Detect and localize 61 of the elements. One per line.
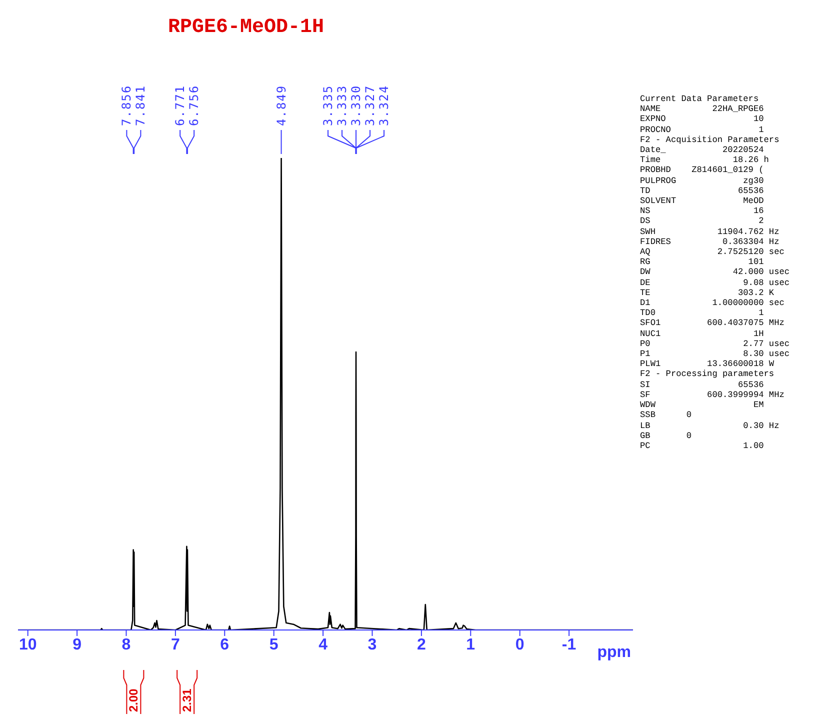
text: PROBHD Z814601_0129 (	[640, 165, 765, 176]
x-tick-label: 2	[416, 636, 426, 654]
text: P0 2.77 usec	[640, 338, 790, 350]
annotation: 6.771	[173, 84, 188, 126]
text: FIDRES 0.363304 Hz	[640, 236, 780, 248]
text: PULPROG zg30	[640, 176, 765, 186]
x-tick-label: 4	[318, 636, 328, 654]
text: DW 42.000 usec	[640, 267, 790, 278]
x-tick-label: 9	[72, 636, 82, 654]
x-tick-label: 5	[269, 636, 278, 654]
text: RG 101	[640, 257, 765, 268]
text: SSB 0	[640, 410, 693, 420]
annotation: 7.841	[134, 84, 148, 126]
x-tick-label: 6	[220, 636, 230, 654]
text: WDW EM	[640, 400, 765, 410]
text: TD0 1	[640, 308, 765, 318]
text: PROCNO 1	[640, 124, 765, 135]
annotation: 3.327	[363, 84, 378, 126]
text: D1 1.00000000 sec	[640, 298, 786, 308]
text: 2.00	[126, 688, 141, 712]
annotation: 7.856	[120, 84, 134, 126]
text: NS 16	[640, 206, 765, 216]
text: TE 303.2 K	[640, 288, 776, 298]
x-axis-title: ppm	[597, 644, 631, 661]
text: SI 65536	[640, 380, 765, 390]
x-tick-label: 7	[170, 636, 180, 654]
text: SOLVENT MeOD	[640, 196, 765, 206]
annotation: 3.330	[349, 84, 364, 126]
text: AQ 2.7525120 sec	[640, 247, 786, 258]
x-tick-label: 0	[515, 636, 524, 654]
annotation: 3.335	[321, 84, 336, 126]
x-tick-label: 8	[122, 636, 131, 654]
x-tick-label: 1	[466, 636, 476, 654]
annotation: 3.333	[335, 84, 350, 126]
annotation: 3.324	[377, 84, 392, 126]
x-tick-label: 10	[18, 636, 37, 654]
text: NAME 22HA_RPGE6	[640, 104, 765, 114]
text: P1 8.30 usec	[640, 349, 790, 360]
text: SF 600.3999994 MHz	[640, 390, 786, 400]
text: SFO1 600.4037075 MHz	[640, 318, 786, 329]
text: EXPNO 10	[640, 114, 765, 125]
text: DS 2	[640, 216, 765, 227]
text: DE 9.08 usec	[640, 278, 790, 288]
text: Date_ 20220524	[640, 145, 765, 156]
text: Time 18.26 h	[640, 155, 770, 166]
text: F2 - Processing parameters	[640, 369, 776, 380]
text: F2 - Acquisition Parameters	[640, 134, 780, 146]
text: TD 65536	[640, 186, 765, 196]
annotation: 6.756	[187, 84, 202, 126]
annotation: 4.849	[274, 84, 288, 126]
text: 2.31	[180, 688, 194, 712]
x-tick-label: 3	[368, 636, 377, 654]
text: PLW1 13.36600018 W	[640, 359, 776, 370]
text: PC 1.00	[640, 440, 765, 452]
text: GB 0	[640, 430, 693, 441]
chart-title: RPGE6-MeOD-1H	[168, 16, 324, 39]
text: LB 0.30 Hz	[640, 420, 780, 431]
text: NUC1 1H	[640, 328, 765, 339]
text: Current Data Parameters	[640, 94, 760, 104]
text: SWH 11904.762 Hz	[640, 226, 780, 237]
x-tick-label: -1	[562, 636, 576, 654]
